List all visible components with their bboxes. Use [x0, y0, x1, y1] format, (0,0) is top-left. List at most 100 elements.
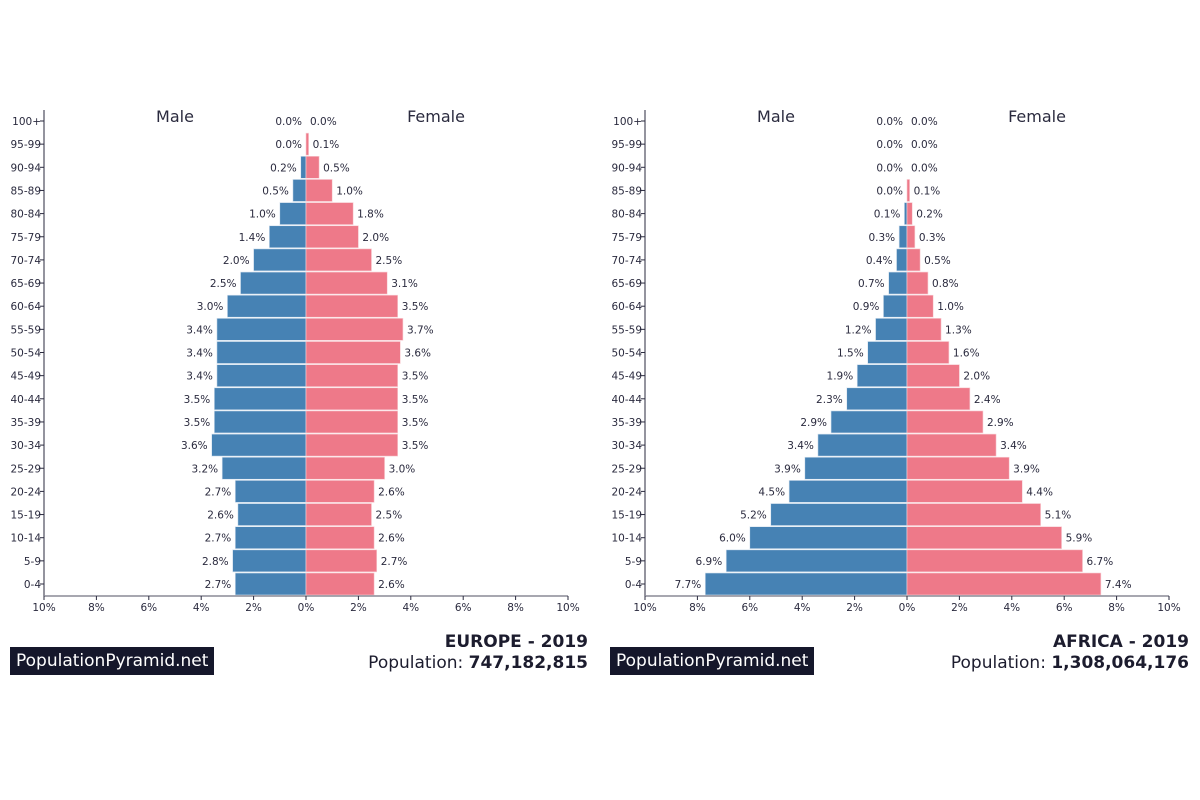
female-label: Female	[407, 107, 465, 126]
female-value-label: 2.4%	[974, 394, 1001, 406]
male-value-label: 0.0%	[876, 116, 903, 128]
y-tick-label: 55-59	[10, 324, 41, 336]
y-tick-label: 50-54	[611, 348, 642, 360]
male-bar	[904, 202, 908, 225]
male-value-label: 3.5%	[184, 417, 211, 429]
female-bar	[305, 480, 375, 503]
y-tick-label: 100+	[613, 116, 642, 128]
male-value-label: 2.5%	[210, 278, 237, 290]
male-value-label: 2.6%	[207, 510, 234, 522]
male-label: Male	[156, 107, 194, 126]
y-tick-label: 40-44	[10, 394, 41, 406]
y-tick-label: 100+	[12, 116, 41, 128]
brand-badge-europe[interactable]: PopulationPyramid.net	[10, 647, 215, 675]
male-bar	[846, 387, 908, 411]
y-tick-label: 85-89	[611, 185, 642, 197]
male-bar	[883, 294, 908, 318]
female-value-label: 0.0%	[310, 116, 337, 128]
female-value-label: 3.1%	[391, 278, 418, 290]
female-value-label: 1.0%	[937, 301, 964, 313]
female-value-label: 2.0%	[362, 232, 389, 244]
female-value-label: 3.5%	[402, 440, 429, 452]
y-tick-label: 80-84	[611, 209, 642, 221]
female-value-label: 0.1%	[914, 185, 941, 197]
y-tick-label: 60-64	[611, 301, 642, 313]
female-value-label: 1.3%	[945, 324, 972, 336]
female-bar	[305, 549, 378, 573]
female-value-label: 0.2%	[916, 209, 943, 221]
x-tick-label: 6%	[140, 602, 157, 614]
population-value: 1,308,064,176	[1051, 653, 1189, 673]
female-value-label: 0.0%	[911, 162, 938, 174]
male-bar	[725, 549, 908, 573]
male-value-label: 1.0%	[249, 209, 276, 221]
x-tick-label: 8%	[1108, 602, 1125, 614]
x-tick-label: 10%	[1157, 602, 1180, 614]
female-bar	[305, 364, 398, 387]
male-bar	[234, 480, 307, 503]
female-bar	[906, 387, 971, 411]
female-value-label: 2.5%	[376, 255, 403, 267]
male-label: Male	[757, 107, 795, 126]
x-tick-label: 8%	[88, 602, 105, 614]
male-value-label: 0.7%	[858, 278, 885, 290]
female-value-label: 2.7%	[381, 556, 408, 568]
male-value-label: 3.2%	[191, 463, 218, 475]
male-value-label: 3.4%	[787, 440, 814, 452]
male-value-label: 3.6%	[181, 440, 208, 452]
x-tick-label: 6%	[455, 602, 472, 614]
female-bar	[906, 549, 1083, 573]
brand-badge-africa[interactable]: PopulationPyramid.net	[610, 647, 815, 675]
male-bar	[867, 341, 908, 364]
y-tick-label: 85-89	[10, 185, 41, 197]
female-bar	[305, 225, 359, 249]
female-bar	[305, 294, 398, 318]
female-bar	[906, 294, 934, 318]
male-value-label: 2.0%	[223, 255, 250, 267]
x-tick-label: 2%	[846, 602, 863, 614]
male-bar	[788, 480, 908, 503]
male-bar	[227, 294, 307, 318]
male-bar	[234, 572, 307, 596]
y-tick-label: 80-84	[10, 209, 41, 221]
male-value-label: 3.4%	[186, 348, 213, 360]
female-value-label: 1.8%	[357, 209, 384, 221]
female-bar	[906, 202, 913, 225]
female-value-label: 3.5%	[402, 371, 429, 383]
female-bar	[305, 156, 320, 179]
male-value-label: 3.5%	[184, 394, 211, 406]
female-value-label: 3.5%	[402, 417, 429, 429]
female-bar	[906, 179, 910, 202]
x-tick-label: 2%	[951, 602, 968, 614]
female-value-label: 0.5%	[924, 255, 951, 267]
female-value-label: 0.3%	[919, 232, 946, 244]
male-value-label: 0.0%	[876, 185, 903, 197]
female-value-label: 6.7%	[1087, 556, 1114, 568]
male-value-label: 1.5%	[837, 348, 864, 360]
x-tick-label: 10%	[32, 602, 55, 614]
male-value-label: 2.7%	[205, 533, 232, 545]
y-tick-label: 35-39	[611, 417, 642, 429]
population-line: Population: 747,182,815	[368, 653, 588, 674]
y-tick-label: 30-34	[10, 440, 41, 452]
female-bar	[305, 341, 401, 364]
male-bar	[804, 456, 908, 480]
y-tick-label: 25-29	[611, 463, 642, 475]
female-value-label: 3.6%	[404, 348, 431, 360]
male-bar	[749, 526, 908, 550]
female-bar	[305, 410, 398, 434]
x-tick-label: 2%	[245, 602, 262, 614]
male-value-label: 0.0%	[275, 139, 302, 151]
female-bar	[305, 456, 385, 480]
male-bar	[214, 387, 307, 411]
male-value-label: 3.4%	[186, 324, 213, 336]
y-tick-label: 5-9	[24, 556, 41, 568]
female-bar	[305, 318, 404, 341]
male-bar	[300, 156, 307, 179]
y-tick-label: 75-79	[10, 232, 41, 244]
x-tick-label: 2%	[350, 602, 367, 614]
male-bar	[896, 248, 908, 272]
female-bar	[906, 225, 916, 249]
y-tick-label: 25-29	[10, 463, 41, 475]
female-value-label: 3.4%	[1000, 440, 1027, 452]
